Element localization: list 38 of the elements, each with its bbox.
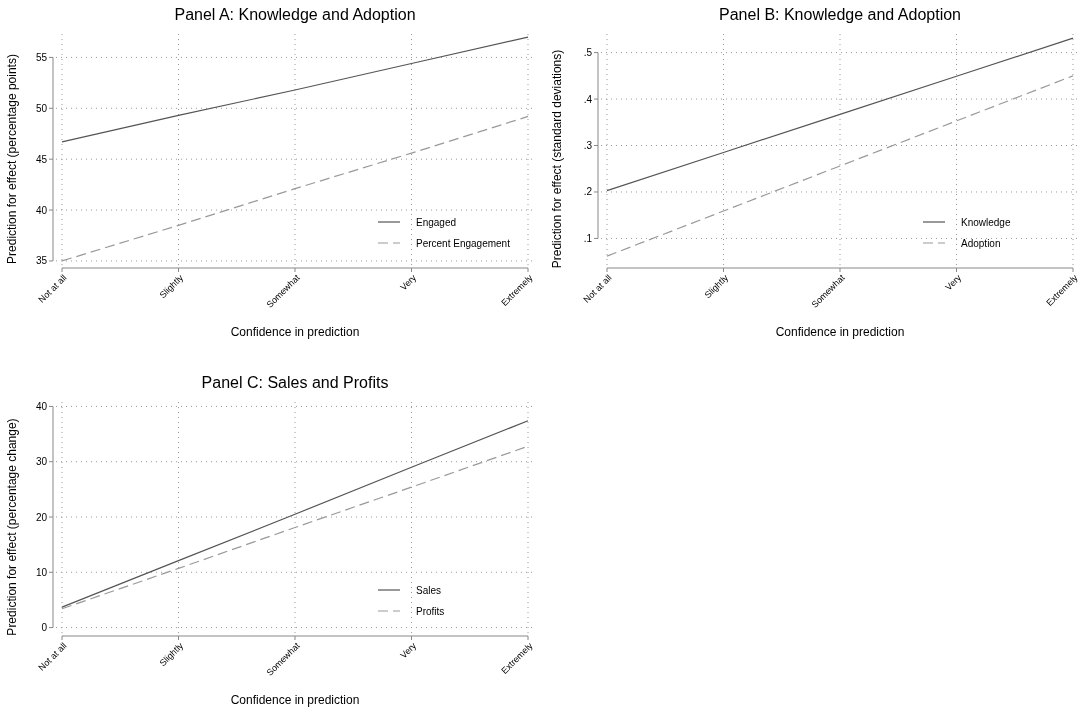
x-axis-title: Confidence in prediction xyxy=(230,325,360,339)
x-tick-label: Very xyxy=(398,640,419,661)
y-axis-title: Prediction for effect (standard deviations) xyxy=(550,49,564,269)
x-tick-label: Very xyxy=(398,272,419,293)
y-tick-label: 40 xyxy=(35,400,48,412)
x-tick-label: Not at all xyxy=(581,272,614,305)
line-series xyxy=(61,36,529,143)
y-tick-label: 30 xyxy=(35,456,48,468)
y-tick-label: 20 xyxy=(35,511,48,523)
x-axis-title: Confidence in prediction xyxy=(230,693,360,707)
legend-label: Percent Engagement xyxy=(416,237,511,249)
x-tick-label: Not at all xyxy=(36,272,69,305)
legend-label: Profits xyxy=(416,605,445,617)
legend-label: Engaged xyxy=(416,216,457,228)
y-tick-label: 0 xyxy=(41,622,48,634)
y-tick-label: 40 xyxy=(35,204,48,216)
y-tick-label: .5 xyxy=(583,47,593,59)
legend-label: Sales xyxy=(416,584,442,596)
y-tick-label: 50 xyxy=(35,102,48,114)
legend-label: Adoption xyxy=(961,237,1001,249)
y-tick-label: 55 xyxy=(35,51,48,63)
y-tick-label: .3 xyxy=(583,140,593,152)
y-tick-label: .1 xyxy=(583,232,593,244)
legend-label: Knowledge xyxy=(961,216,1011,228)
y-tick-label: 45 xyxy=(35,153,48,165)
y-tick-label: .4 xyxy=(583,93,593,105)
y-axis-title: Prediction for effect (percentage change) xyxy=(5,418,19,636)
line-series xyxy=(606,37,1074,192)
y-tick-label: .2 xyxy=(583,186,593,198)
x-tick-label: Very xyxy=(943,272,964,293)
y-tick-label: 35 xyxy=(35,255,48,267)
chart-title: Panel C: Sales and Profits xyxy=(201,374,389,391)
y-axis-title: Prediction for effect (percentage points) xyxy=(5,54,19,264)
x-axis-title: Confidence in prediction xyxy=(775,325,905,339)
chart-title: Panel B: Knowledge and Adoption xyxy=(719,6,961,23)
y-tick-label: 10 xyxy=(35,566,48,578)
chart-title: Panel A: Knowledge and Adoption xyxy=(174,6,416,23)
x-tick-label: Not at all xyxy=(36,640,69,673)
